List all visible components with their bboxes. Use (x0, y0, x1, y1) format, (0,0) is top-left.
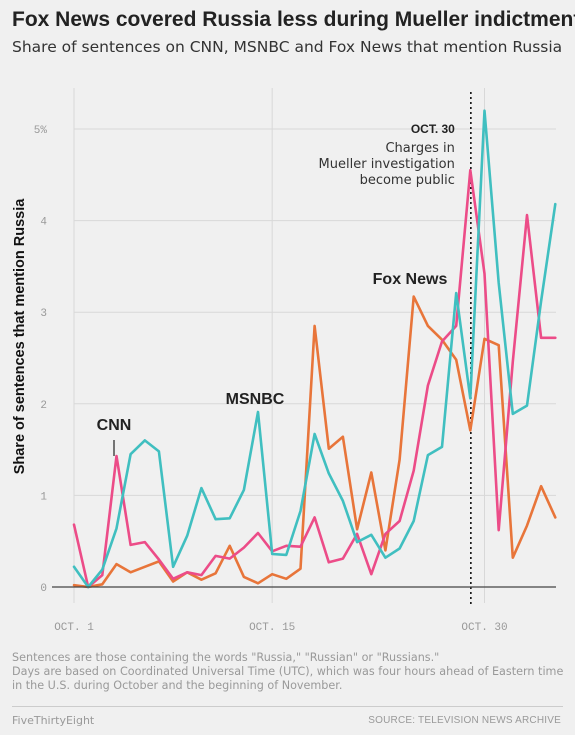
series-line-cnn (72, 168, 557, 589)
x-tick-label: OCT. 15 (249, 622, 295, 634)
y-tick-label: 1 (40, 491, 47, 503)
source-credit: SOURCE: TELEVISION NEWS ARCHIVE (368, 715, 561, 726)
series-label-fox-news: Fox News (373, 271, 448, 288)
footnote-line-1: Sentences are those containing the words… (12, 651, 440, 664)
series-line-msnbc (72, 109, 557, 589)
series-line-fox-news (72, 295, 557, 589)
y-tick-label: 5% (34, 125, 48, 137)
event-date-label: OCT. 30 (411, 122, 455, 136)
axes: 0 1 2 3 4 5% OCT. 1 OCT. 15 OCT. 30 Share of sent… (12, 125, 556, 634)
series-lines (72, 109, 557, 589)
footer-divider (12, 706, 563, 707)
y-tick-label: 0 (40, 583, 47, 595)
footnote-line-2: Days are based on Coordinated Universal … (12, 665, 564, 693)
event-description-line: become public (360, 173, 455, 188)
series-label-msnbc: MSNBC (226, 391, 285, 408)
y-axis-label: Share of sentences that mention Russia (12, 198, 28, 475)
chart-title: Fox News covered Russia less during Muel… (12, 8, 575, 31)
series-labels: CNN MSNBC Fox News (97, 271, 448, 456)
y-tick-label: 2 (40, 400, 47, 412)
x-tick-label: OCT. 30 (461, 622, 507, 634)
x-tick-label: OCT. 1 (54, 622, 94, 634)
y-tick-label: 3 (40, 308, 47, 320)
event-description-line: Mueller investigation (319, 157, 455, 172)
chart-subtitle: Share of sentences on CNN, MSNBC and Fox… (12, 38, 563, 56)
footnote: Sentences are those containing the words… (12, 651, 567, 694)
y-tick-label: 4 (40, 217, 47, 229)
series-label-cnn: CNN (97, 417, 132, 434)
event-description-line: Charges in (385, 141, 454, 156)
brand-logo-text: FiveThirtyEight (12, 714, 95, 727)
